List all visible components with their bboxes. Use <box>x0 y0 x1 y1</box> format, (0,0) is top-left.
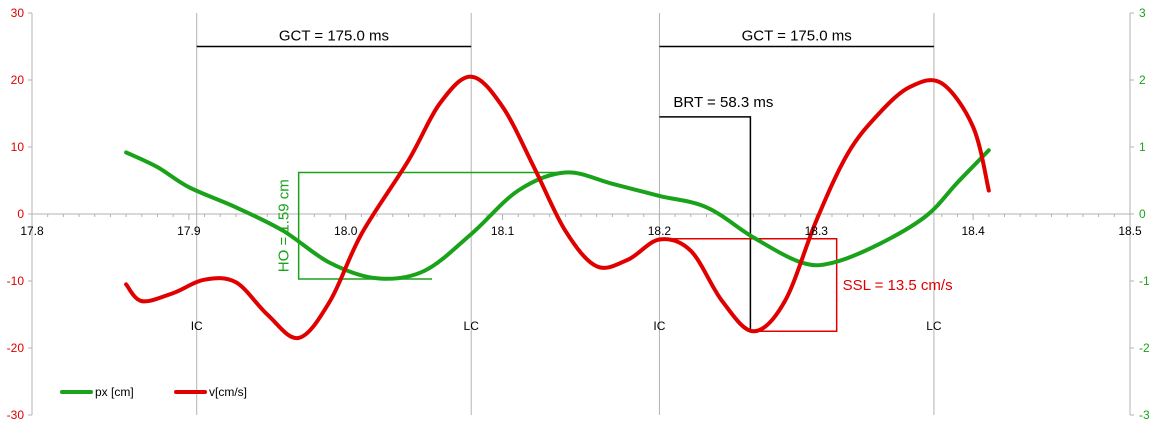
y-right-tick-label: 2 <box>1139 73 1146 87</box>
legend-label-v: v[cm/s] <box>209 385 247 399</box>
event-label-lc: LC <box>464 319 480 333</box>
ssl-bracket <box>659 238 838 332</box>
x-tick-label: 17.9 <box>177 224 201 238</box>
x-tick-label: 18.3 <box>805 224 829 238</box>
legend-label-px: px [cm] <box>95 385 134 399</box>
y-left-tick-label: 20 <box>11 73 25 87</box>
y-left-tick-label: -20 <box>7 341 25 355</box>
y-right-tick-label: -2 <box>1139 341 1150 355</box>
x-tick-label: 18.2 <box>648 224 672 238</box>
ho-bracket <box>297 171 566 280</box>
y-left-tick-label: 0 <box>17 207 24 221</box>
ssl-label: SSL = 13.5 cm/s <box>843 277 953 294</box>
labels: IC LC IC LC 17.8 17.9 18.0 18.1 18.2 18.3 18.4 18.5… <box>7 6 1150 422</box>
gct2-label: GCT = 175.0 ms <box>742 28 852 45</box>
x-tick-label: 17.8 <box>20 224 44 238</box>
x-tick-label: 18.5 <box>1118 224 1142 238</box>
ho-label: HO = 1.59 cm <box>276 179 293 272</box>
y-right-tick-label: 3 <box>1139 6 1146 20</box>
brt-bracket <box>659 116 752 332</box>
gct1-label: GCT = 175.0 ms <box>279 28 389 45</box>
legend: px [cm] v[cm/s] <box>60 385 247 399</box>
y-right-tick-label: 0 <box>1139 207 1146 221</box>
event-label-ic: IC <box>653 319 665 333</box>
x-tick-label: 18.1 <box>491 224 515 238</box>
y-right-tick-label: -3 <box>1139 408 1150 422</box>
event-label-lc: LC <box>926 319 942 333</box>
x-tick-label: 18.4 <box>961 224 985 238</box>
brt-label: BRT = 58.3 ms <box>673 94 773 111</box>
y-right-tick-label: -1 <box>1139 274 1150 288</box>
series <box>124 74 991 340</box>
event-label-ic: IC <box>191 319 203 333</box>
series-line-v <box>124 74 991 340</box>
y-left-tick-label: -30 <box>7 408 25 422</box>
x-tick-label: 18.0 <box>334 224 358 238</box>
series-line-px <box>124 148 991 281</box>
y-left-tick-label: 10 <box>11 140 25 154</box>
y-left-tick-label: -10 <box>7 274 25 288</box>
y-right-tick-label: 1 <box>1139 140 1146 154</box>
y-left-tick-label: 30 <box>11 6 25 20</box>
annotations: GCT = 175.0 ms GCT = 175.0 ms BRT = 58.3 m… <box>196 28 953 332</box>
